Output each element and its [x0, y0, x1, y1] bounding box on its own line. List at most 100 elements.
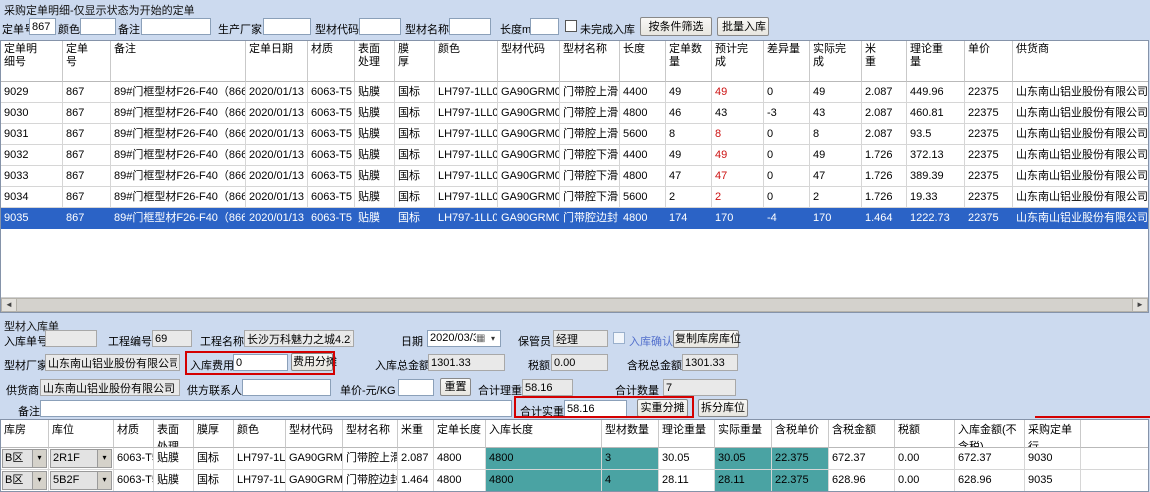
column-header[interactable]: 税额 — [895, 420, 955, 448]
column-header[interactable]: 米重 — [398, 420, 434, 448]
scroll-right-arrow-icon[interactable]: ► — [1132, 298, 1148, 312]
column-header[interactable]: 单价 — [965, 41, 1013, 82]
calendar-icon[interactable]: ▦ — [476, 332, 486, 344]
order-no-input[interactable] — [29, 18, 56, 35]
column-header[interactable] — [1081, 420, 1148, 448]
taxed-total-input[interactable] — [682, 354, 738, 371]
total-theory-weight-input[interactable] — [522, 379, 573, 396]
split-location-button[interactable]: 拆分库位 — [698, 399, 748, 417]
column-header[interactable]: 米 重 — [862, 41, 907, 82]
table-row[interactable]: B区▾5B2F▾6063-T5贴膜国标LH797-1LL0GA90GRM05门带… — [1, 470, 1148, 491]
column-header[interactable]: 型材代码 — [498, 41, 560, 82]
combo-value: 5B2F — [50, 471, 97, 490]
column-header[interactable]: 定单 号 — [63, 41, 111, 82]
column-header[interactable]: 膜厚 — [194, 420, 234, 448]
column-header[interactable]: 颜色 — [234, 420, 286, 448]
column-header[interactable]: 预计完 成 — [712, 41, 764, 82]
column-header[interactable]: 库位 — [49, 420, 114, 448]
inbound-fee-input[interactable] — [233, 354, 288, 371]
total-qty-input[interactable] — [663, 379, 736, 396]
table-row[interactable]: 903086789#门框型材F26-F40（866+867）2020/01/13… — [1, 103, 1148, 124]
batch-inbound-button[interactable]: 批量入库 — [717, 17, 769, 36]
project-no-input[interactable] — [152, 330, 192, 347]
project-name-input[interactable] — [244, 330, 354, 347]
column-header[interactable]: 表面 处理 — [154, 420, 194, 448]
tax-input[interactable] — [551, 354, 608, 371]
location-combo[interactable]: 5B2F ▾ — [49, 470, 114, 491]
column-header[interactable]: 定单长度 — [434, 420, 486, 448]
column-header[interactable]: 库房 — [1, 420, 49, 448]
column-header[interactable]: 材质 — [308, 41, 355, 82]
reset-button[interactable]: 重置 — [440, 378, 471, 396]
column-header[interactable]: 表面 处理 — [355, 41, 395, 82]
table-row[interactable]: 902986789#门框型材F26-F40（866+867）2020/01/13… — [1, 82, 1148, 103]
column-header[interactable]: 型材数量 — [602, 420, 659, 448]
supplier-input[interactable] — [40, 379, 180, 396]
table-row[interactable]: 903486789#门框型材F26-F40（866+867）2020/01/13… — [1, 187, 1148, 208]
table-cell: 山东南山铝业股份有限公司 — [1013, 103, 1148, 124]
scroll-left-arrow-icon[interactable]: ◄ — [1, 298, 17, 312]
inbound-total-input[interactable] — [428, 354, 505, 371]
horizontal-scrollbar[interactable]: ◄ ► — [1, 297, 1148, 312]
column-header[interactable]: 定单明 细号 — [1, 41, 63, 82]
profile-name-filter-input[interactable] — [449, 18, 491, 35]
unfinished-inbound-checkbox[interactable] — [565, 20, 577, 32]
column-header[interactable]: 定单数 量 — [666, 41, 712, 82]
fee-split-button[interactable]: 费用分摊 — [291, 353, 337, 371]
column-header[interactable]: 理论重 量 — [907, 41, 965, 82]
column-header[interactable]: 长度 — [620, 41, 666, 82]
column-header[interactable]: 含税金额 — [829, 420, 895, 448]
column-header[interactable]: 差异量 — [764, 41, 810, 82]
column-header[interactable]: 型材名称 — [343, 420, 398, 448]
manufacturer-input[interactable] — [263, 18, 311, 35]
column-header[interactable]: 入库金额(不 含税) — [955, 420, 1025, 448]
warehouse-combo[interactable]: B区 ▾ — [1, 470, 49, 491]
dropdown-arrow-icon[interactable]: ▾ — [32, 471, 47, 490]
table-cell: 628.96 — [829, 470, 895, 491]
table-row[interactable]: 903186789#门框型材F26-F40（866+867）2020/01/13… — [1, 124, 1148, 145]
dropdown-arrow-icon[interactable]: ▾ — [97, 449, 112, 468]
color-filter-input[interactable] — [80, 18, 116, 35]
table-row[interactable]: 903286789#门框型材F26-F40（866+867）2020/01/13… — [1, 145, 1148, 166]
profile-code-filter-input[interactable] — [359, 18, 401, 35]
column-header[interactable]: 材质 — [114, 420, 154, 448]
length-filter-input[interactable] — [530, 18, 559, 35]
column-header[interactable]: 采购定单行 号 — [1025, 420, 1081, 448]
location-combo[interactable]: 2R1F ▾ — [49, 448, 114, 470]
remark-filter-input[interactable] — [141, 18, 211, 35]
inbound-no-input[interactable] — [45, 330, 97, 347]
column-header[interactable]: 颜色 — [435, 41, 498, 82]
warehouse-combo[interactable]: B区 ▾ — [1, 448, 49, 470]
date-input[interactable]: 2020/03/31 ▦ ▾ — [427, 330, 501, 347]
column-header[interactable]: 型材名称 — [560, 41, 620, 82]
column-header[interactable]: 实际重量 — [715, 420, 772, 448]
inbound-confirm-checkbox[interactable] — [613, 332, 625, 344]
filter-by-condition-button[interactable]: 按条件筛选 — [640, 17, 712, 36]
table-cell: 4800 — [620, 166, 666, 187]
copy-warehouse-location-button[interactable]: 复制库房库位 — [673, 330, 741, 348]
table-cell: 2.087 — [862, 103, 907, 124]
table-row[interactable]: B区▾2R1F▾6063-T5贴膜国标LH797-1LL0GA90GRM03门带… — [1, 448, 1148, 470]
total-actual-weight-input[interactable] — [564, 400, 627, 417]
scrollbar-thumb[interactable] — [17, 298, 1132, 312]
column-header[interactable]: 供货商 — [1013, 41, 1148, 82]
unit-price-input[interactable] — [398, 379, 434, 396]
table-row[interactable]: 903386789#门框型材F26-F40（866+867）2020/01/13… — [1, 166, 1148, 187]
column-header[interactable]: 膜 厚 — [395, 41, 435, 82]
column-header[interactable]: 定单日期 — [246, 41, 308, 82]
column-header[interactable]: 备注 — [111, 41, 246, 82]
dropdown-arrow-icon[interactable]: ▾ — [32, 449, 47, 468]
table-row[interactable]: 903586789#门框型材F26-F40（866+867）2020/01/13… — [1, 208, 1148, 229]
column-header[interactable]: 型材代码 — [286, 420, 343, 448]
date-dropdown-arrow-icon[interactable]: ▾ — [490, 334, 495, 343]
note-input[interactable] — [40, 400, 512, 417]
column-header[interactable]: 理论重量 — [659, 420, 715, 448]
supplier-contact-input[interactable] — [242, 379, 331, 396]
column-header[interactable]: 入库长度 — [486, 420, 602, 448]
keeper-input[interactable] — [553, 330, 608, 347]
dropdown-arrow-icon[interactable]: ▾ — [97, 471, 112, 490]
column-header[interactable]: 实际完 成 — [810, 41, 862, 82]
column-header[interactable]: 含税单价 — [772, 420, 829, 448]
factory-input[interactable] — [45, 354, 180, 371]
actual-weight-split-button[interactable]: 实重分摊 — [637, 399, 688, 417]
